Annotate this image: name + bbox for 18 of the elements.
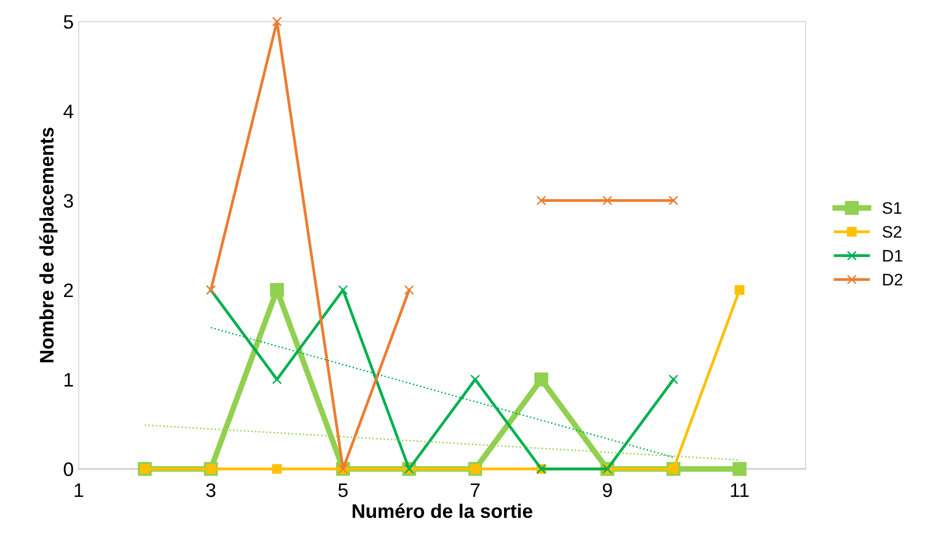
y-tick-label: 5	[64, 15, 74, 29]
y-tick-label: 2	[64, 283, 73, 298]
y-tick-label: 0	[64, 462, 74, 476]
x-tick-label: 5	[338, 484, 348, 498]
y-tick-label: 3	[64, 194, 73, 208]
legend-label: D1	[883, 250, 902, 262]
x-axis-title: Numéro de la sortie	[352, 504, 532, 518]
legend-label: S2	[882, 226, 902, 238]
x-tick-label: 3	[206, 483, 216, 498]
x-tick-label: 7	[470, 484, 480, 497]
y-axis-title: Nombre de déplacements	[39, 128, 58, 362]
legend-label: S1	[882, 202, 902, 214]
y-tick-label: 4	[63, 104, 74, 118]
x-tick-label: 1	[74, 484, 84, 497]
x-tick-label: 11	[730, 484, 749, 497]
x-tick-label: 9	[602, 483, 612, 498]
legend-label: D2	[883, 274, 902, 286]
y-tick-label: 1	[64, 373, 73, 386]
